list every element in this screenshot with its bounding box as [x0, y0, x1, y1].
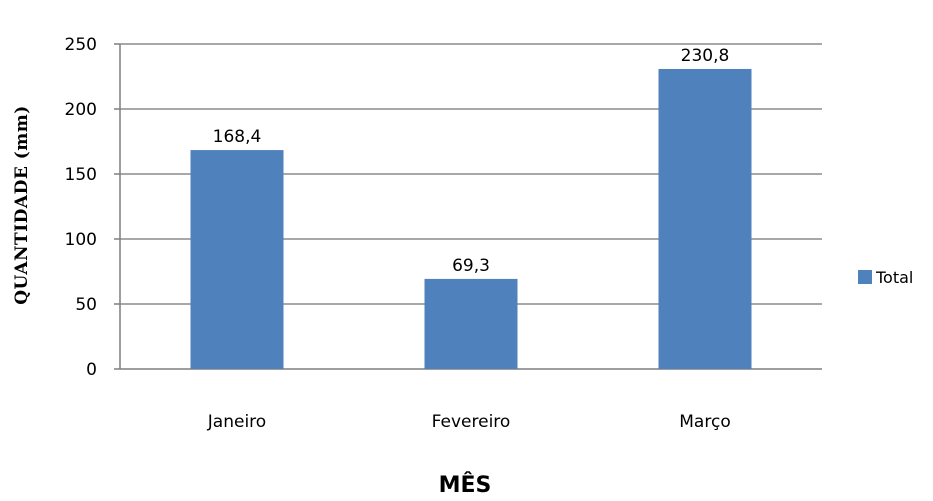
- y-tick-label-150: 150: [65, 165, 97, 185]
- bar-fevereiro: [424, 278, 518, 369]
- data-labels: 168,4 69,3 230,8: [213, 46, 730, 276]
- bar-janeiro: [190, 150, 284, 369]
- y-axis-title: QUANTIDADE (mm): [12, 105, 32, 305]
- legend: Total: [858, 268, 913, 287]
- x-category-label-fevereiro: Fevereiro: [432, 412, 511, 432]
- x-category-label-janeiro: Janeiro: [207, 412, 266, 432]
- data-label-fevereiro: 69,3: [452, 256, 490, 276]
- y-tick-label-100: 100: [65, 230, 97, 250]
- y-tick-label-200: 200: [65, 100, 97, 120]
- x-category-label-março: Março: [679, 412, 730, 432]
- y-tick-label-250: 250: [65, 35, 97, 55]
- bar-março: [658, 68, 752, 370]
- bars: [190, 68, 752, 370]
- data-label-janeiro: 168,4: [213, 127, 262, 147]
- y-tick-label-0: 0: [86, 360, 97, 380]
- data-label-março: 230,8: [681, 46, 730, 66]
- y-tick-label-50: 50: [75, 295, 97, 315]
- x-axis-categories: Janeiro Fevereiro Março: [207, 412, 731, 432]
- x-axis-title: MÊS: [439, 472, 492, 498]
- legend-label-total: Total: [875, 268, 913, 287]
- legend-swatch-total: [858, 270, 872, 284]
- y-axis-ticks: 0 50 100 150 200 250: [65, 35, 120, 380]
